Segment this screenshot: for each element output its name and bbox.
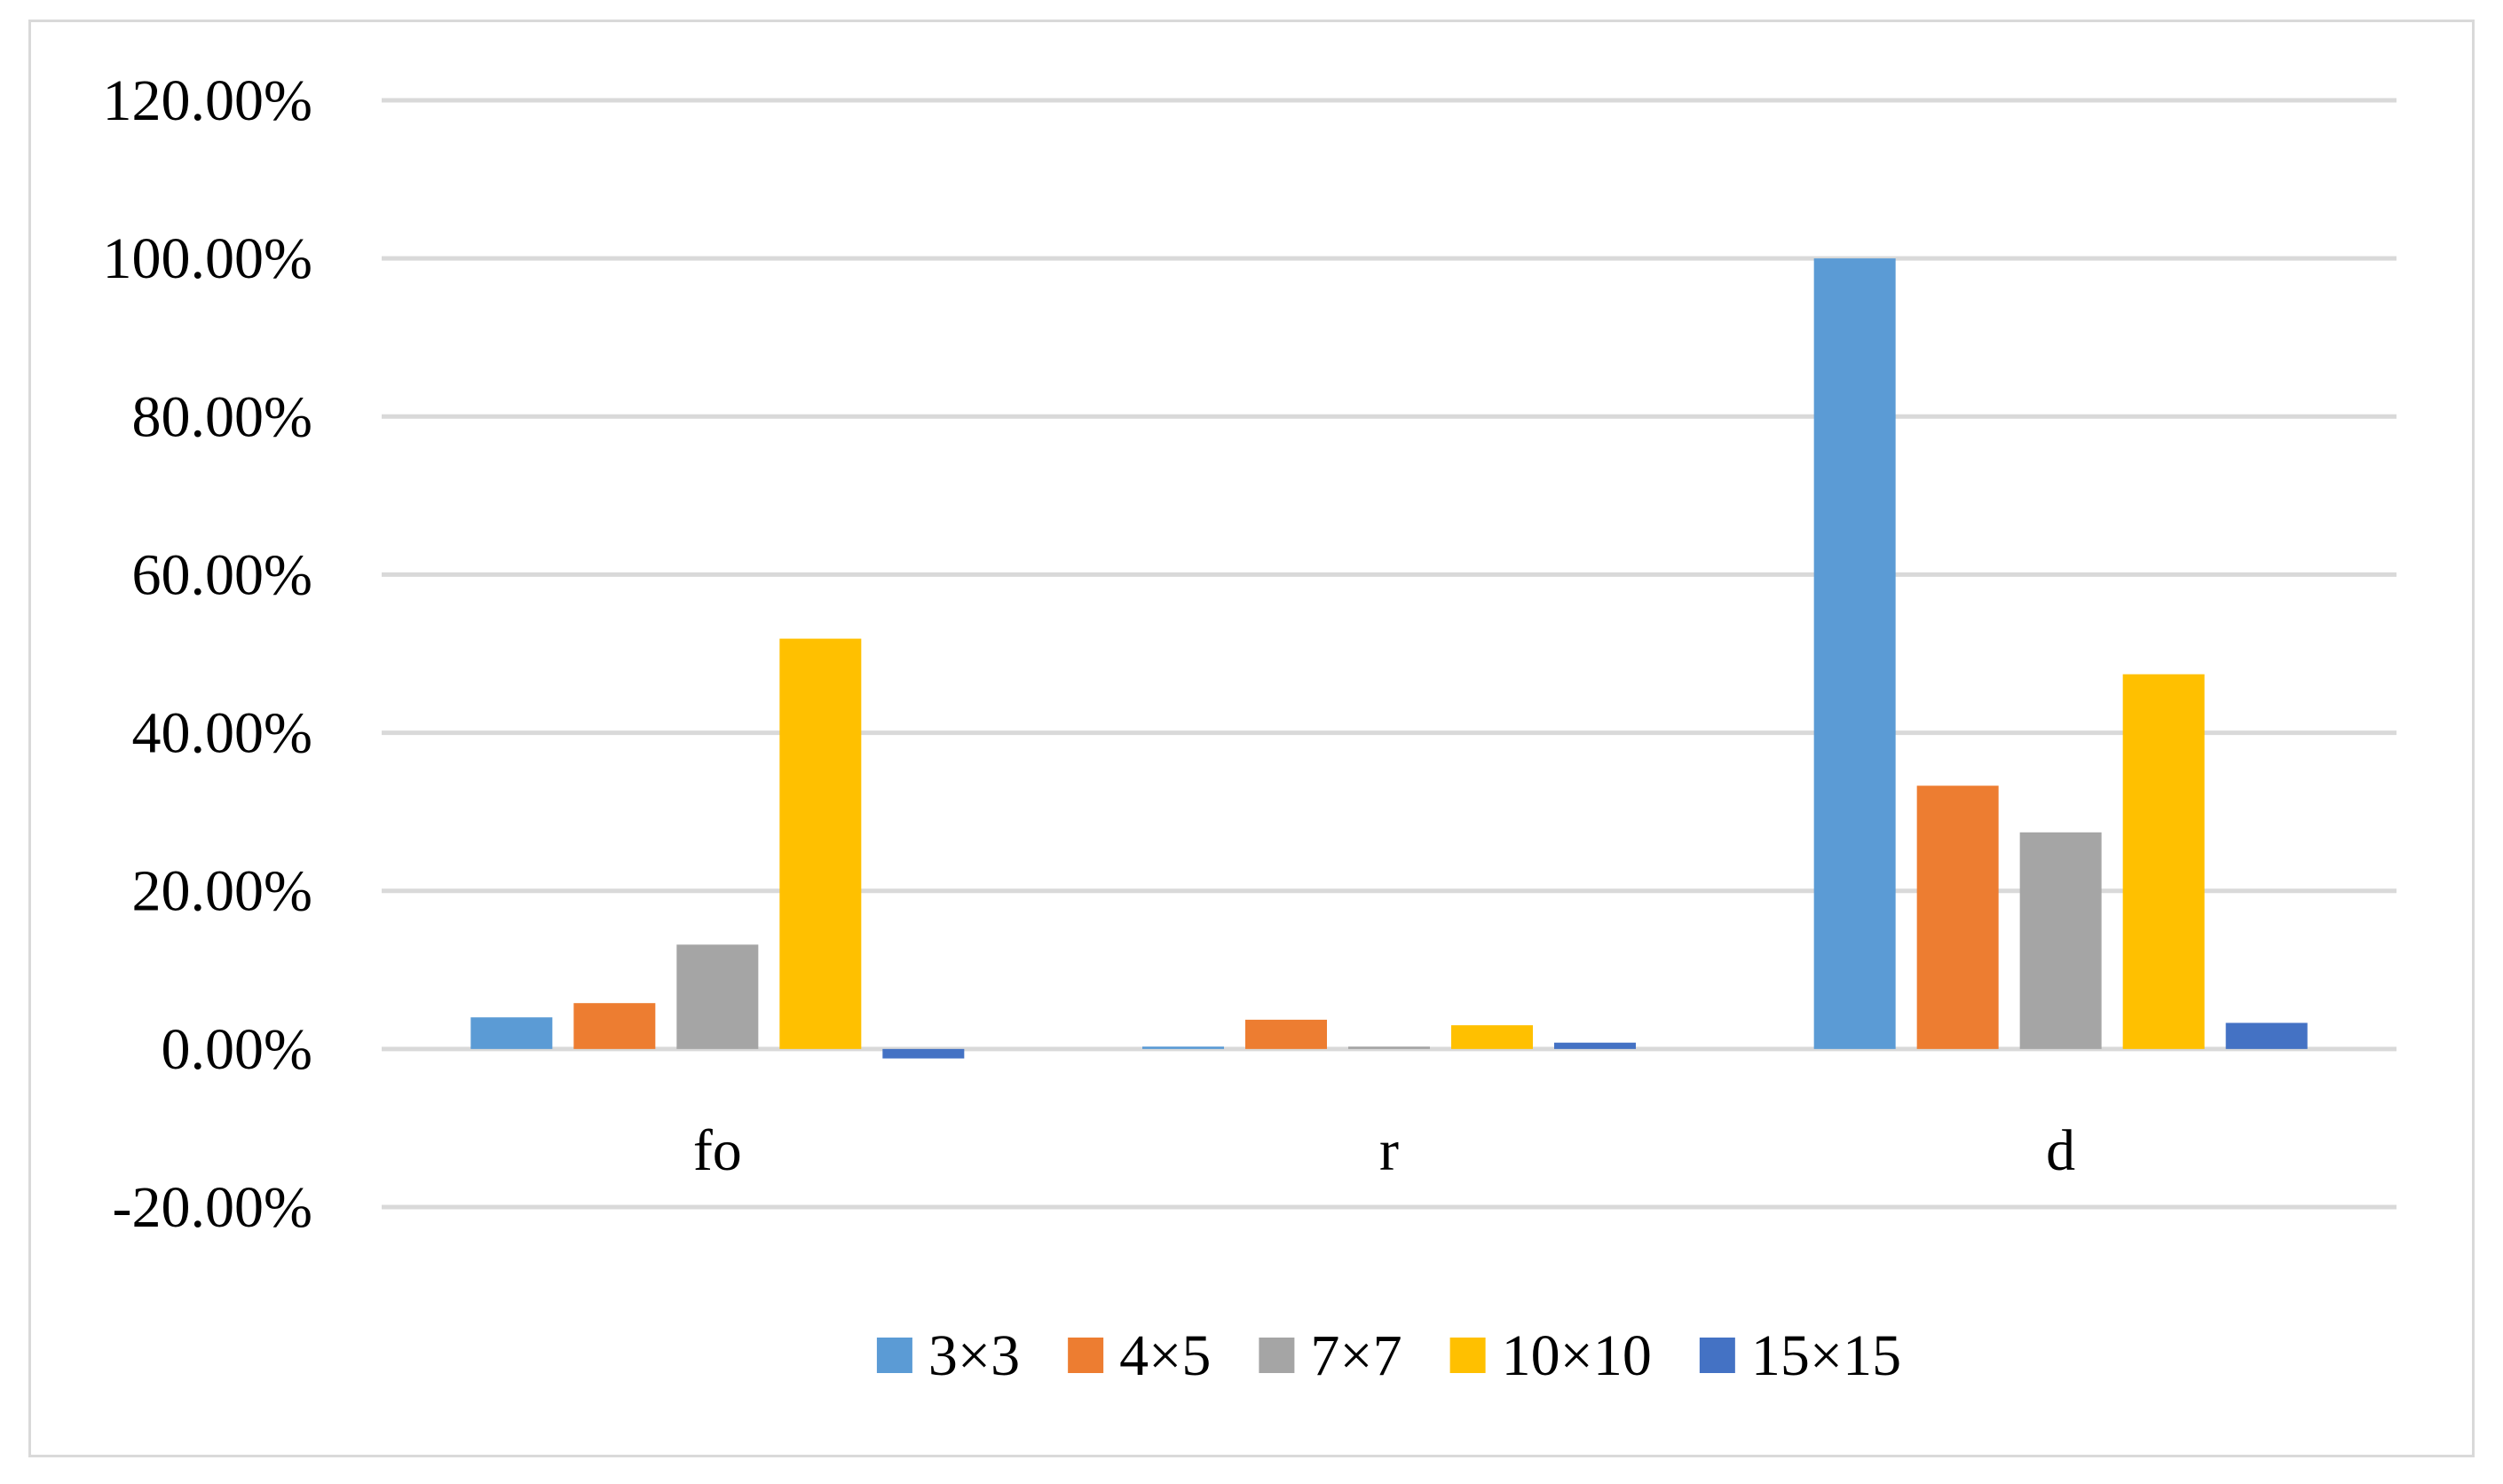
legend-swatch <box>1449 1338 1486 1373</box>
y-tick-label: 120.00% <box>103 68 312 133</box>
legend-item: 10×10 <box>1449 1323 1652 1388</box>
legend: 3×3 4×5 7×7 10×10 15×15 <box>876 1323 1901 1388</box>
legend-label: 15×15 <box>1751 1323 1901 1388</box>
y-tick-label: 0.00% <box>162 1017 312 1082</box>
x-category-label: r <box>1379 1118 1399 1183</box>
y-axis-tick-labels: -20.00% 0.00% 20.00% 40.00% 60.00% 80.00% 100.… <box>103 68 312 1240</box>
bar-d-series-2 <box>1916 785 1999 1049</box>
bar-fo-series-2 <box>573 1003 656 1049</box>
bars <box>470 258 2308 1059</box>
bar-r-series-2 <box>1245 1019 1327 1049</box>
x-category-label: d <box>2046 1118 2075 1183</box>
y-tick-label: 20.00% <box>132 859 312 924</box>
legend-swatch <box>1068 1338 1104 1373</box>
y-tick-label: 80.00% <box>132 384 312 449</box>
legend-item: 7×7 <box>1259 1323 1402 1388</box>
bar-fo-series-4 <box>779 638 862 1049</box>
bar-r-series-5 <box>1554 1042 1636 1049</box>
bar-r-series-3 <box>1348 1046 1430 1049</box>
legend-label: 10×10 <box>1502 1323 1652 1388</box>
legend-label: 3×3 <box>928 1323 1020 1388</box>
y-tick-label: 40.00% <box>132 701 312 766</box>
legend-label: 4×5 <box>1119 1323 1211 1388</box>
bar-r-series-1 <box>1142 1046 1224 1049</box>
bar-d-series-5 <box>2225 1022 2308 1049</box>
bar-d-series-4 <box>2122 674 2205 1049</box>
bar-d-series-3 <box>2019 832 2102 1049</box>
y-tick-label: 60.00% <box>132 542 312 607</box>
x-axis-category-labels: fo r d <box>693 1118 2075 1183</box>
legend-item: 3×3 <box>876 1323 1020 1388</box>
bar-r-series-4 <box>1451 1025 1533 1049</box>
bar-fo-series-3 <box>676 944 759 1049</box>
x-category-label: fo <box>693 1118 742 1183</box>
legend-item: 15×15 <box>1699 1323 1901 1388</box>
legend-item: 4×5 <box>1068 1323 1211 1388</box>
bar-d-series-1 <box>1813 258 1896 1049</box>
legend-label: 7×7 <box>1310 1323 1402 1388</box>
bar-fo-series-1 <box>470 1017 553 1049</box>
bar-fo-series-5 <box>882 1048 965 1059</box>
y-tick-label: 100.00% <box>103 226 312 291</box>
legend-swatch <box>1699 1338 1735 1373</box>
y-tick-label: -20.00% <box>113 1175 312 1240</box>
legend-swatch <box>1259 1338 1295 1373</box>
legend-swatch <box>876 1338 912 1373</box>
